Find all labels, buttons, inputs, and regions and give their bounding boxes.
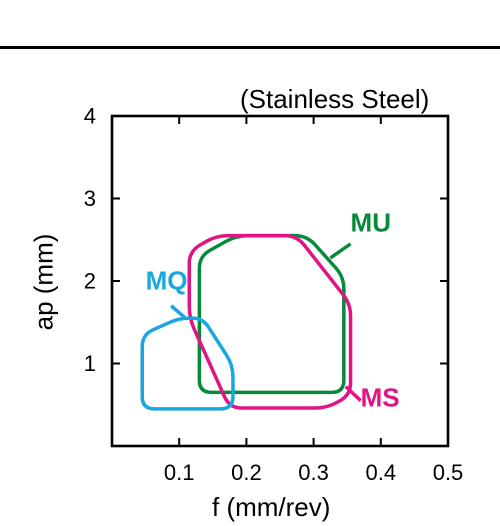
y-tick-label: 4 <box>84 104 96 129</box>
y-tick-label: 3 <box>84 186 96 211</box>
x-tick-label: 0.4 <box>366 460 397 485</box>
x-tick-label: 0.3 <box>298 460 329 485</box>
x-axis-label: f (mm/rev) <box>212 492 330 523</box>
region-label-mu: MU <box>351 208 391 238</box>
y-axis-label: ap (mm) <box>29 234 60 331</box>
x-tick-label: 0.1 <box>164 460 195 485</box>
chart-page: { "canvas": { "width": 500, "height": 52… <box>0 0 500 526</box>
chart-plot: 0.1 0.2 0.3 0.4 0.5 1 2 3 4 MQ MU MS <box>0 0 500 526</box>
region-label-mq: MQ <box>146 265 188 295</box>
region-label-ms: MS <box>361 382 400 412</box>
y-tick-label: 2 <box>84 269 96 294</box>
x-tick-label: 0.5 <box>433 460 464 485</box>
x-tick-label: 0.2 <box>231 460 262 485</box>
y-tick-label: 1 <box>84 351 96 376</box>
